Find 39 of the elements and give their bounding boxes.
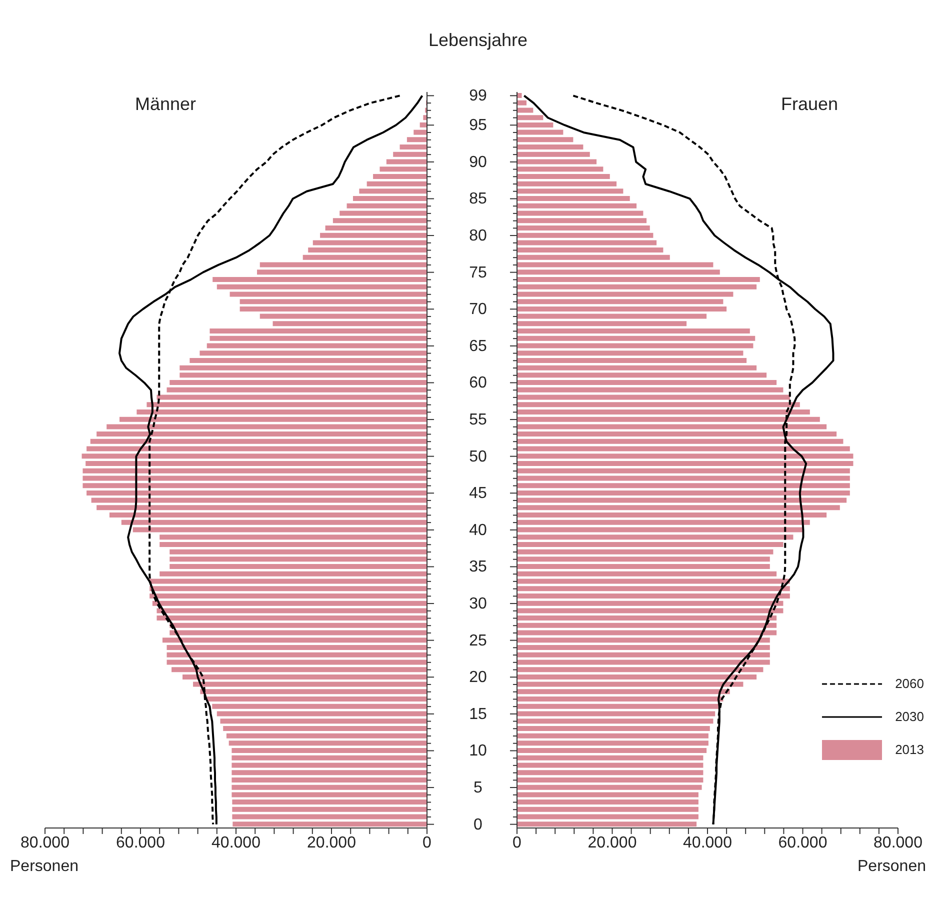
y-tick-label: 75: [469, 264, 487, 282]
y-tick-label: 80: [469, 228, 487, 245]
y-tick-label: 40: [469, 522, 487, 539]
y-tick-label: 85: [469, 190, 487, 208]
y-tick-label: 95: [469, 117, 487, 134]
legend-label: 2013: [895, 742, 924, 757]
y-tick-label: 10: [469, 742, 487, 760]
x-tick-label: 60.000: [116, 834, 166, 852]
chart-title: Männer: [135, 94, 196, 115]
y-tick-label: 65: [469, 338, 487, 355]
x-tick-label: 60.000: [778, 834, 828, 852]
x-tick-label: 0: [512, 834, 522, 852]
x-tick-label: 80.000: [20, 834, 70, 852]
y-tick-label: 35: [469, 558, 487, 576]
y-tick-label: 5: [474, 780, 483, 797]
y-tick-label: 20: [469, 669, 487, 686]
y-tick-label: 55: [469, 412, 487, 429]
y-tick-label: 70: [469, 301, 487, 318]
y-tick-label: 60: [469, 374, 487, 392]
x-tick-label: 40.000: [683, 834, 732, 852]
y-tick-label: 45: [469, 485, 487, 502]
y-tick-label: 30: [469, 596, 487, 613]
chart-title: Frauen: [780, 94, 838, 115]
y-tick-label: 50: [469, 448, 487, 466]
y-tick-label: 15: [469, 706, 487, 723]
x-tick-label: 20.000: [307, 834, 356, 852]
y-tick-label: 90: [469, 154, 487, 171]
y-tick-label: 99: [469, 88, 487, 105]
x-tick-label: 0: [422, 834, 432, 852]
y-tick-label: 25: [469, 632, 487, 650]
x-axis-title: Personen: [858, 858, 926, 876]
x-tick-label: 20.000: [588, 834, 637, 852]
x-tick-label: 40.000: [212, 834, 261, 852]
x-tick-label: 80.000: [874, 834, 923, 852]
x-axis-title: Personen: [10, 858, 78, 876]
legend-label: 2060: [895, 676, 924, 691]
y-tick-label: 0: [474, 816, 483, 834]
legend-label: 2030: [895, 709, 924, 724]
y-axis-title: Lebensjahre: [428, 30, 528, 51]
